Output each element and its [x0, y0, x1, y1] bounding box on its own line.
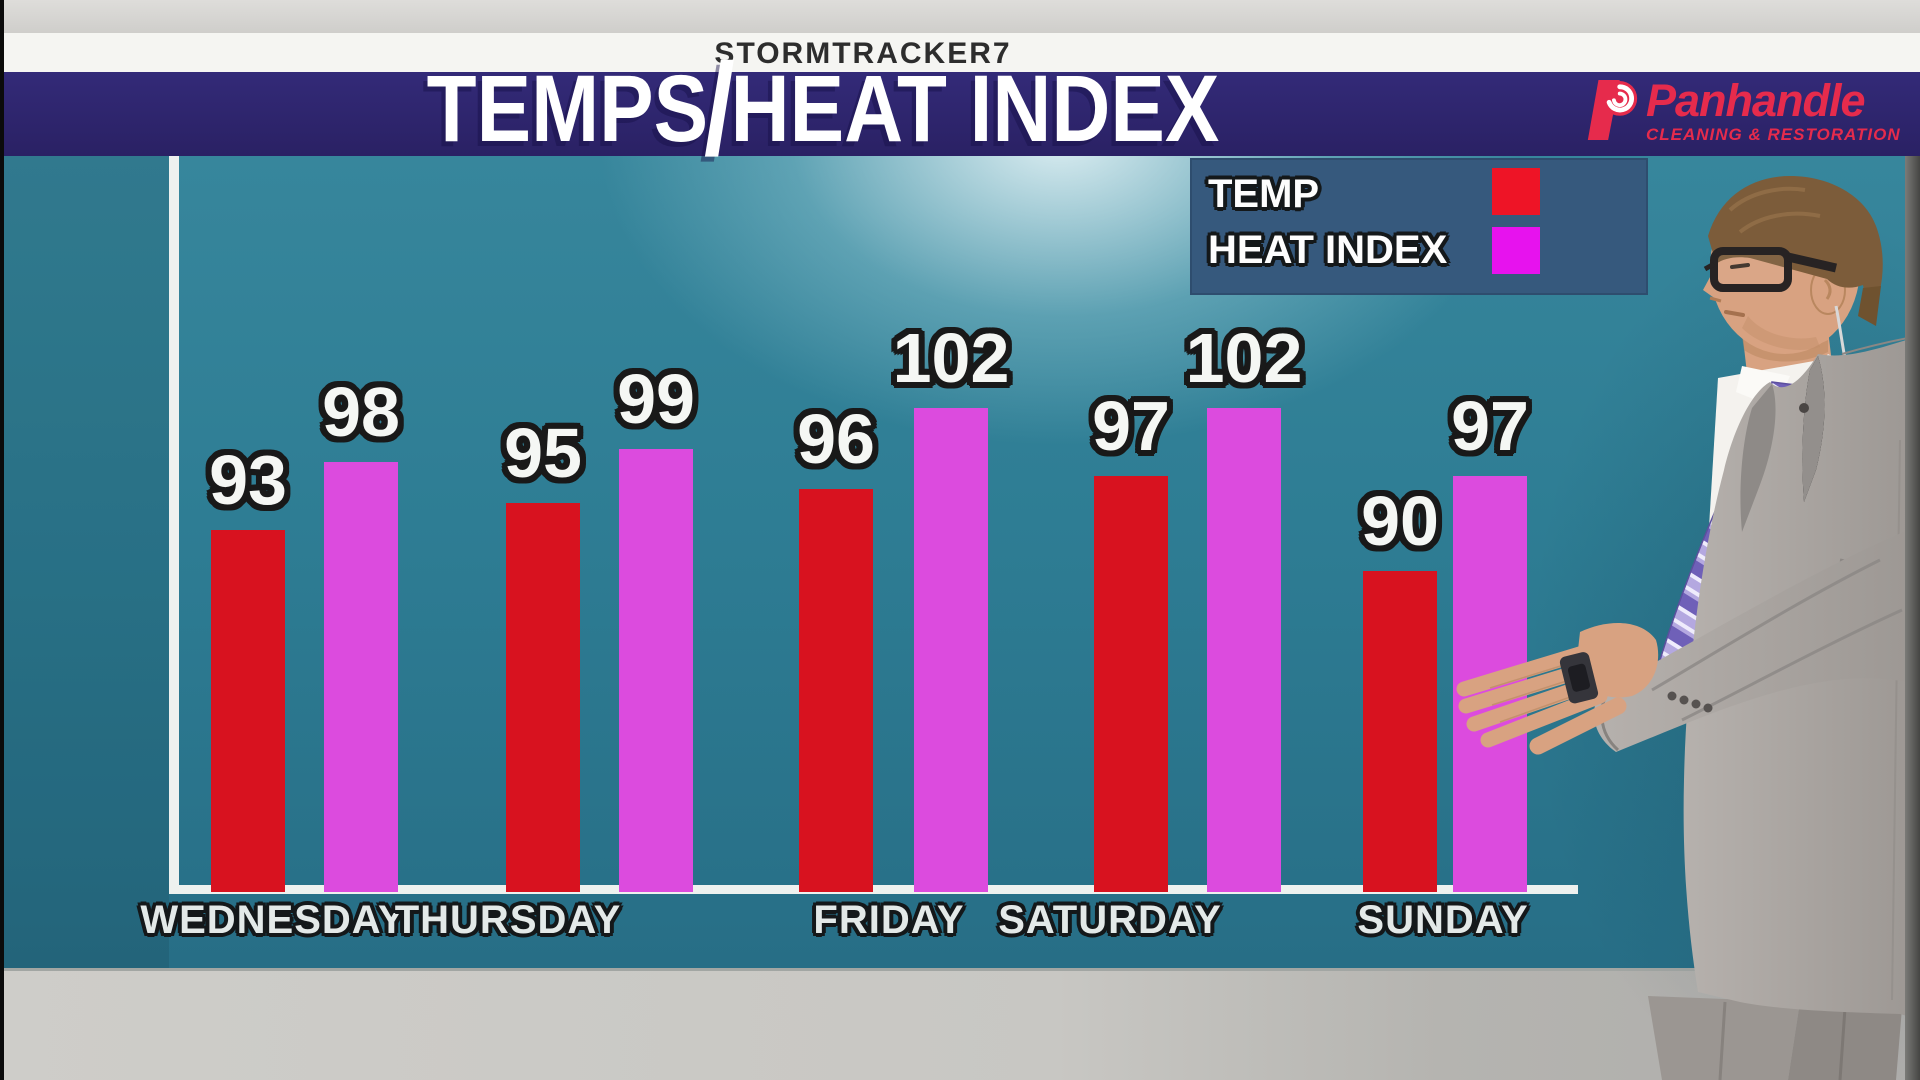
lapel-left: [1740, 384, 1776, 532]
kicker-strip: [0, 33, 1920, 72]
stormtracker-kicker: STORMTRACKER7: [714, 37, 1012, 70]
heat-index-swatch-icon: [1492, 227, 1540, 274]
page-title: TEMPS/HEAT INDEX: [426, 36, 1220, 182]
legend-label-temp: TEMP: [1208, 172, 1320, 216]
hair: [1708, 176, 1883, 318]
cuff-buttons: [1667, 691, 1713, 713]
panhandle-p-icon: [1587, 80, 1638, 140]
glasses: [1703, 247, 1838, 292]
top-gray-strip: [0, 0, 1920, 33]
wall-right-bezel: [1905, 156, 1920, 1080]
watch: [1559, 652, 1599, 704]
suit-jacket: [1594, 335, 1920, 1020]
legend-label-heat-index: HEAT INDEX: [1208, 228, 1448, 272]
pants: [1648, 996, 1902, 1080]
chart-legend: TEMP HEAT INDEX: [1190, 158, 1648, 295]
sponsor-tagline: CLEANING & RESTORATION: [1646, 124, 1901, 144]
sponsor-logo: Panhandle CLEANING & RESTORATION: [1583, 76, 1901, 144]
weatherman: [1456, 176, 1920, 1080]
lapel-pin: [1799, 403, 1809, 413]
sponsor-brand: Panhandle: [1646, 74, 1866, 126]
wall-left-shade: [0, 156, 169, 968]
lapel-right: [1802, 356, 1825, 502]
temp-swatch-icon: [1492, 168, 1540, 215]
chart-x-axis: [169, 885, 1578, 894]
left-edge: [0, 0, 4, 1080]
studio-floor: [0, 968, 1920, 1080]
chart-y-axis: [169, 156, 179, 893]
